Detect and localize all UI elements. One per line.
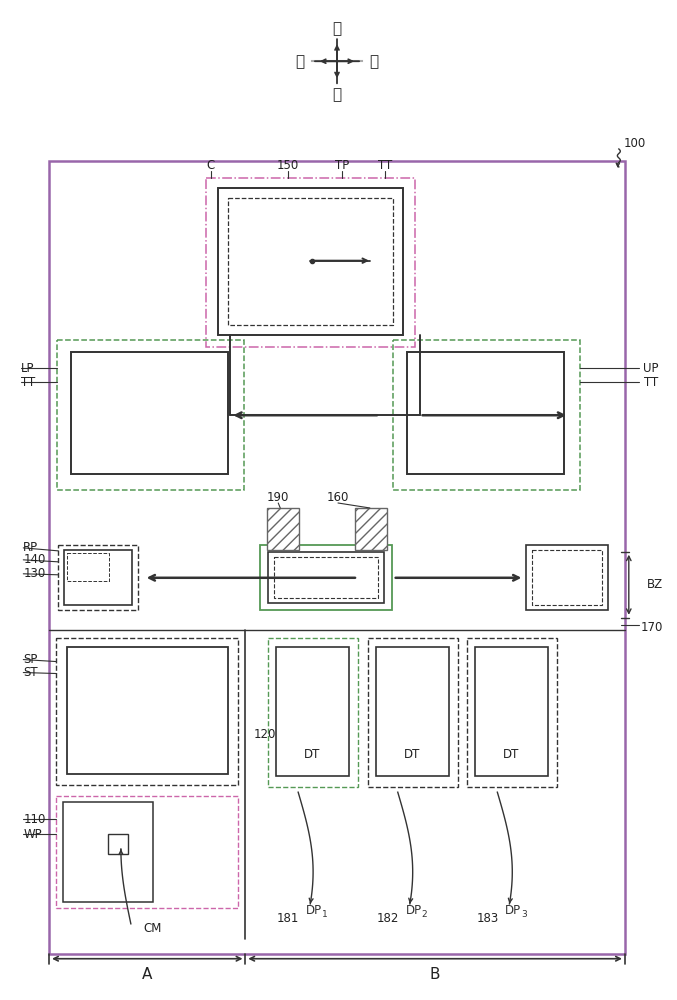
- Text: CM: CM: [144, 922, 162, 935]
- Text: DP: DP: [306, 904, 322, 917]
- Text: 150: 150: [277, 159, 299, 172]
- Text: BZ: BZ: [647, 578, 663, 591]
- Bar: [475, 647, 548, 776]
- Text: DT: DT: [304, 748, 320, 761]
- Text: 3: 3: [521, 910, 527, 919]
- Bar: [49, 161, 625, 954]
- Text: 2: 2: [422, 910, 427, 919]
- Text: 140: 140: [23, 553, 45, 566]
- Bar: [468, 638, 557, 787]
- Bar: [267, 508, 299, 550]
- Bar: [355, 508, 387, 550]
- Bar: [67, 553, 109, 581]
- Bar: [276, 647, 349, 776]
- Text: 120: 120: [253, 728, 276, 741]
- Text: 160: 160: [327, 491, 349, 504]
- Text: B: B: [429, 967, 440, 982]
- Bar: [526, 545, 608, 610]
- Text: TP: TP: [335, 159, 349, 172]
- Bar: [532, 550, 602, 605]
- Text: 前: 前: [332, 88, 342, 103]
- Bar: [393, 340, 580, 490]
- Bar: [268, 552, 384, 603]
- Text: WP: WP: [23, 828, 42, 841]
- Bar: [376, 647, 449, 776]
- Bar: [58, 545, 138, 610]
- Bar: [261, 545, 392, 610]
- Text: 100: 100: [624, 137, 646, 150]
- Bar: [64, 550, 132, 605]
- Bar: [71, 352, 228, 474]
- Text: 左: 左: [296, 54, 305, 69]
- Bar: [108, 834, 128, 854]
- Text: 182: 182: [376, 912, 399, 925]
- Text: 181: 181: [277, 912, 299, 925]
- Text: 190: 190: [267, 491, 290, 504]
- Text: 170: 170: [640, 621, 663, 634]
- Text: 1: 1: [322, 910, 328, 919]
- Text: TT: TT: [21, 376, 36, 389]
- Text: 后: 后: [332, 21, 342, 36]
- Text: 右: 右: [369, 54, 378, 69]
- Bar: [63, 802, 153, 902]
- Bar: [56, 638, 238, 785]
- Bar: [56, 796, 238, 908]
- Bar: [206, 178, 415, 347]
- Text: TT: TT: [645, 376, 659, 389]
- Text: RP: RP: [23, 541, 39, 554]
- Bar: [268, 638, 358, 787]
- Text: ST: ST: [23, 666, 38, 679]
- Text: DT: DT: [503, 748, 519, 761]
- Text: C: C: [206, 159, 215, 172]
- Text: LP: LP: [21, 362, 35, 375]
- Text: UP: UP: [643, 362, 659, 375]
- Bar: [407, 352, 564, 474]
- Text: SP: SP: [23, 653, 38, 666]
- Bar: [274, 557, 378, 598]
- Bar: [67, 647, 228, 774]
- Bar: [219, 188, 403, 335]
- Bar: [368, 638, 458, 787]
- Bar: [228, 198, 393, 325]
- Text: TT: TT: [378, 159, 392, 172]
- Text: 130: 130: [23, 567, 45, 580]
- Text: A: A: [141, 967, 152, 982]
- Text: DT: DT: [403, 748, 420, 761]
- Bar: [57, 340, 244, 490]
- Text: 183: 183: [476, 912, 498, 925]
- Text: 110: 110: [23, 813, 45, 826]
- Text: DP: DP: [406, 904, 422, 917]
- Text: DP: DP: [505, 904, 521, 917]
